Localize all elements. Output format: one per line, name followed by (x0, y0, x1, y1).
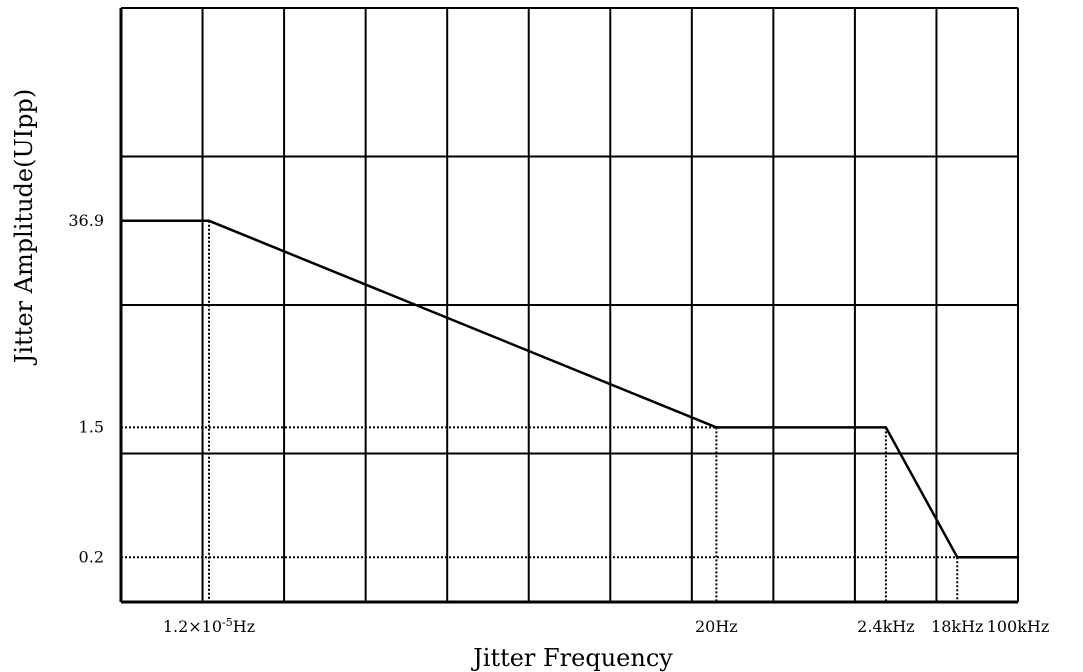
grid (121, 8, 1018, 602)
series-layer (121, 219, 1018, 559)
x-tick-label: 1.2×10-5Hz (163, 616, 255, 636)
y-tick-label: 36.9 (68, 211, 104, 230)
x-tick-label: 18kHz (931, 617, 983, 636)
axes (119, 7, 1019, 604)
x-tick-label: 2.4kHz (857, 617, 915, 636)
jitter-tolerance-line (121, 219, 1018, 559)
x-tick-label: 20Hz (695, 617, 738, 636)
x-tick-label: 100kHz (987, 617, 1050, 636)
y-axis-title: Jitter Amplitude(UIpp) (10, 89, 38, 367)
y-tick-label: 1.5 (79, 417, 104, 436)
tick-labels: 36.9 1.5 0.2 1.2×10-5Hz 20Hz 2.4kHz 18kHz 100kH… (68, 211, 1049, 636)
x-axis-title: Jitter Frequency (470, 644, 673, 672)
guide-lines (121, 220, 959, 602)
y-tick-label: 0.2 (79, 547, 104, 566)
